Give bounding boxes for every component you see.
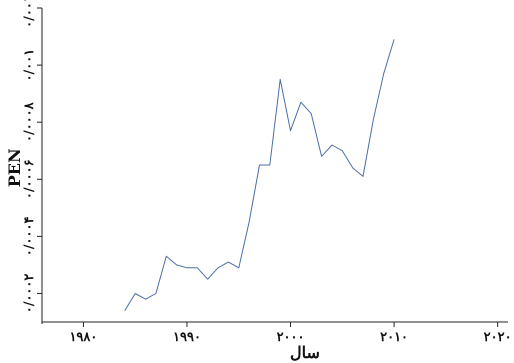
y-tick-label: ۰/۰۰۰۶: [22, 159, 37, 199]
x-tick-label: ۲۰۰۰: [277, 330, 305, 345]
chart-axes: ۰/۰۰۰۲ ۰/۰۰۰۴ ۰/۰۰۰۶ ۰/۰۰۰۸ ۰/۰۰۱ ۰/۰۰۱۲ ۱۹۸۰ ۱…: [22, 0, 512, 345]
x-tick-label: ۲۰۱۰: [380, 330, 408, 345]
x-tick-label: ۲۰۲۰: [484, 330, 512, 345]
y-tick-label: ۰/۰۰۱: [22, 49, 37, 82]
x-tick-label: ۱۹۸۰: [69, 330, 97, 345]
y-tick-label: ۰/۰۰۰۴: [22, 217, 37, 257]
series-line: [124, 39, 395, 311]
x-tick-label: ۱۹۹۰: [173, 330, 201, 345]
y-axis-title: PEN: [5, 148, 24, 187]
y-tick-label: ۰/۰۰۱۲: [22, 0, 37, 28]
chart-plot-area: [124, 39, 395, 311]
x-axis-title: سال: [290, 343, 320, 362]
y-tick-label: ۰/۰۰۰۲: [22, 274, 37, 314]
y-tick-label: ۰/۰۰۰۸: [22, 101, 37, 142]
